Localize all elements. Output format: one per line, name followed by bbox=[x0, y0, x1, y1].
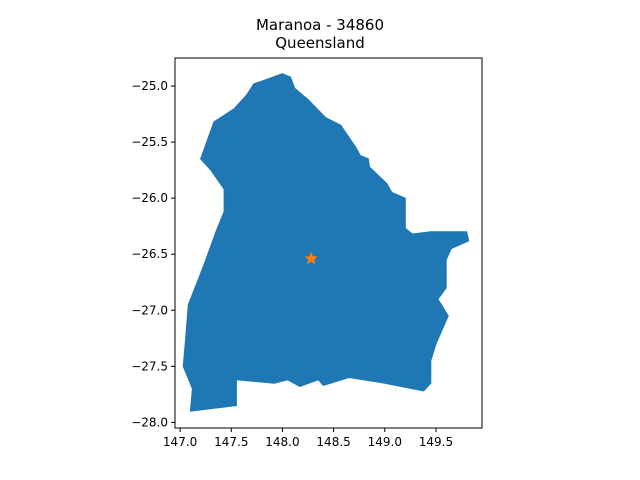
x-axis-ticks: 147.0 147.5 148.0 148.5 149.0 149.5 bbox=[163, 428, 453, 449]
y-axis-ticks: −25.0 −25.5 −26.0 −26.5 −27.0 −27.5 −28.0 bbox=[131, 79, 175, 429]
y-tick-label: −26.5 bbox=[131, 247, 168, 261]
y-tick-label: −27.0 bbox=[131, 303, 168, 317]
x-tick-label: 148.5 bbox=[316, 435, 350, 449]
region-polygon bbox=[182, 73, 470, 412]
y-tick-label: −27.5 bbox=[131, 359, 168, 373]
axes-frame bbox=[174, 57, 483, 429]
y-tick-label: −28.0 bbox=[131, 415, 168, 429]
y-tick-label: −25.5 bbox=[131, 135, 168, 149]
y-tick-label: −25.0 bbox=[131, 79, 168, 93]
x-tick-label: 148.0 bbox=[265, 435, 299, 449]
region-layer bbox=[182, 73, 470, 412]
x-tick-label: 147.0 bbox=[163, 435, 197, 449]
centroid-star-marker bbox=[304, 251, 318, 265]
marker-layer bbox=[304, 251, 318, 265]
chart-title: Maranoa - 34860 Queensland bbox=[0, 16, 640, 52]
title-line-1: Maranoa - 34860 bbox=[255, 16, 385, 34]
title-line-2: Queensland bbox=[275, 34, 365, 52]
y-tick-label: −26.0 bbox=[131, 191, 168, 205]
x-tick-label: 149.5 bbox=[419, 435, 453, 449]
x-tick-label: 147.5 bbox=[214, 435, 248, 449]
x-tick-label: 149.0 bbox=[368, 435, 402, 449]
